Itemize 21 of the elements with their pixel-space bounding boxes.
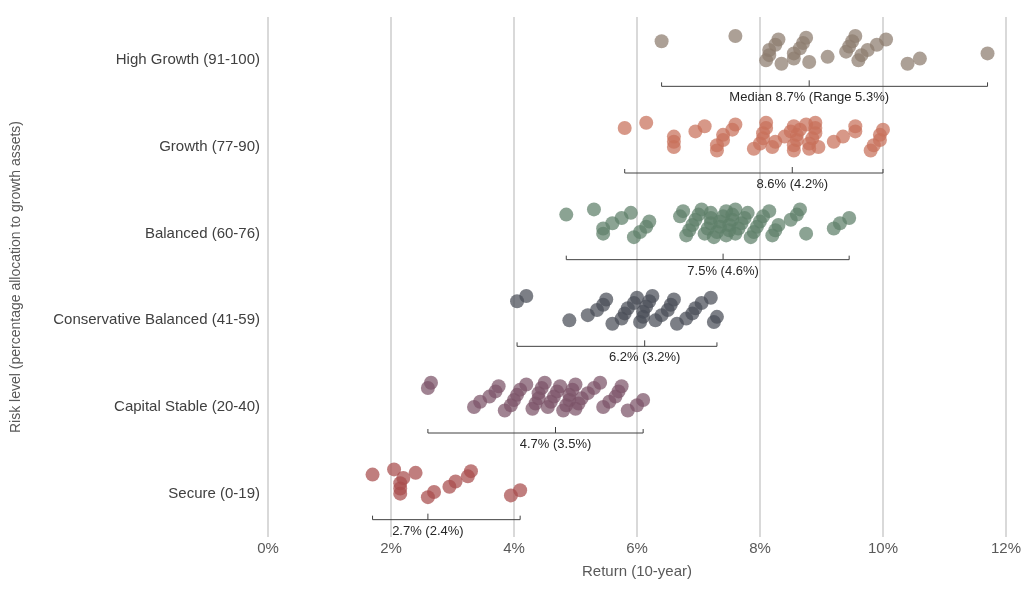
annotation: Median 8.7% (Range 5.3%) xyxy=(729,89,890,105)
x-axis-title: Return (10-year) xyxy=(581,562,693,580)
x-tick-label: 4% xyxy=(503,539,525,557)
y-tick-label: Growth (77-90) xyxy=(159,137,260,155)
annotation: 8.6% (4.2%) xyxy=(756,176,829,192)
annotation: 4.7% (3.5%) xyxy=(519,436,592,452)
x-tick-label: 12% xyxy=(990,539,1021,557)
y-tick-label: Balanced (60-76) xyxy=(144,223,260,241)
y-tick-label: Secure (0-19) xyxy=(168,483,260,501)
x-tick-label: 6% xyxy=(626,539,648,557)
y-tick-label: High Growth (91-100) xyxy=(115,50,260,68)
y-tick-label: Conservative Balanced (41-59) xyxy=(53,310,260,328)
y-tick-label: Capital Stable (20-40) xyxy=(114,397,260,415)
x-tick-label: 2% xyxy=(380,539,402,557)
annotation: 6.2% (3.2%) xyxy=(608,349,681,365)
y-axis-title: Risk level (percentage allocation to growth assets) xyxy=(7,120,24,434)
annotation: 2.7% (2.4%) xyxy=(392,522,464,538)
x-tick-label: 10% xyxy=(867,539,899,557)
x-tick-label: 0% xyxy=(257,539,279,557)
x-tick-label: 8% xyxy=(749,539,771,557)
annotation: 7.5% (4.6%) xyxy=(687,262,759,278)
